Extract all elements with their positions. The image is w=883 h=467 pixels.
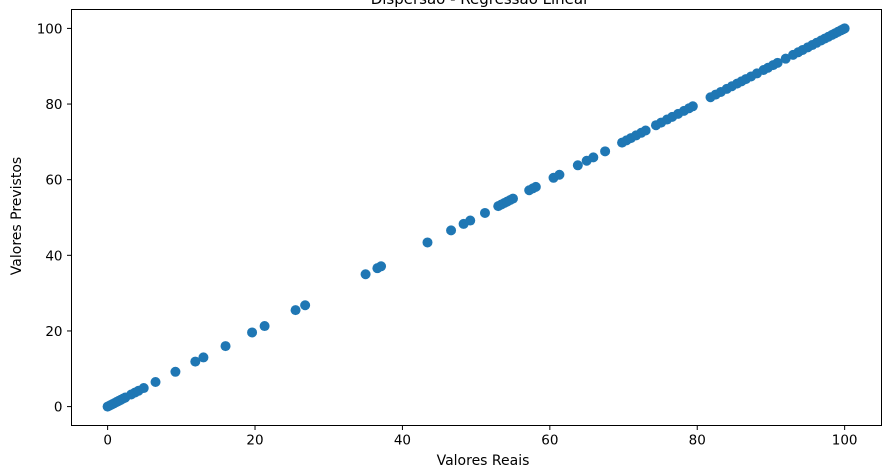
data-point <box>554 169 565 180</box>
data-point <box>600 146 611 157</box>
data-point <box>138 383 149 394</box>
data-point <box>247 327 258 338</box>
x-tick-label: 60 <box>541 433 558 449</box>
y-tick-label: 20 <box>45 324 62 340</box>
data-point <box>220 341 231 352</box>
data-point <box>572 160 583 171</box>
data-point <box>839 23 850 34</box>
data-point <box>198 352 209 363</box>
x-tick-label: 80 <box>689 433 706 449</box>
data-point <box>259 321 270 332</box>
data-point <box>479 207 490 218</box>
x-axis-label: Valores Reais <box>437 453 530 467</box>
data-point <box>465 215 476 226</box>
data-point <box>190 356 201 367</box>
data-point <box>150 377 161 388</box>
data-point <box>772 57 783 68</box>
data-point <box>530 181 541 192</box>
data-point <box>640 125 651 136</box>
data-point <box>360 269 371 280</box>
data-point <box>422 237 433 248</box>
data-point <box>687 101 698 112</box>
data-point <box>290 305 301 316</box>
data-point <box>780 53 791 64</box>
x-tick-label: 100 <box>832 433 858 449</box>
x-tick-label: 40 <box>394 433 411 449</box>
y-tick-label: 0 <box>54 400 63 416</box>
x-axis: 0 20 40 60 80 100 <box>103 425 858 449</box>
data-point <box>170 366 181 377</box>
data-point <box>507 193 518 204</box>
x-tick-label: 20 <box>246 433 263 449</box>
data-point <box>376 261 387 272</box>
y-tick-label: 40 <box>45 248 62 264</box>
data-points <box>102 23 850 412</box>
data-point <box>446 225 457 236</box>
y-tick-label: 80 <box>45 97 62 113</box>
y-axis: 0 20 40 60 80 100 <box>37 21 72 416</box>
chart-title: Dispersão - Regressão Linear <box>371 0 590 8</box>
y-tick-label: 60 <box>45 173 62 189</box>
y-tick-label: 100 <box>37 21 63 37</box>
data-point <box>588 152 599 163</box>
x-tick-label: 0 <box>103 433 112 449</box>
plot-frame <box>71 9 882 426</box>
y-axis-label: Valores Previstos <box>9 157 25 275</box>
data-point <box>300 300 311 311</box>
